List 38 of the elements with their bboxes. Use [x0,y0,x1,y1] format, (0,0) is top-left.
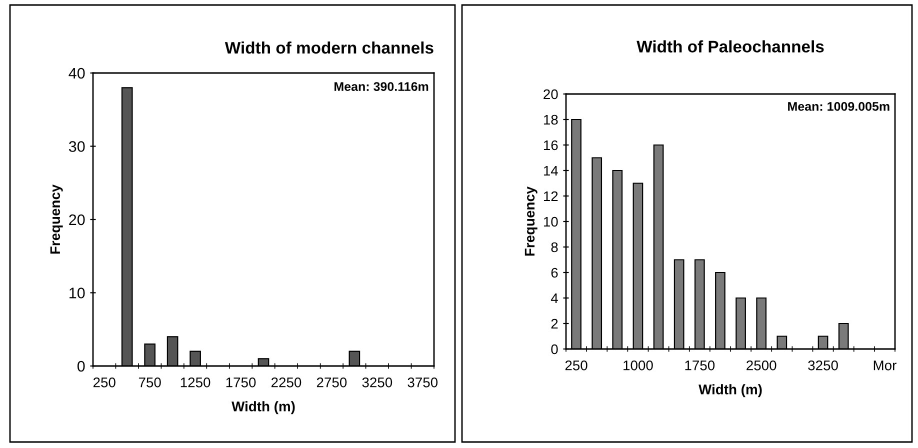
y-tick-label: 16 [544,140,558,150]
y-axis-title: Frequency [50,184,63,254]
y-tick-label: 10 [70,288,85,298]
y-axis-title: Frequency [524,186,538,256]
y-tick-label: 12 [544,191,558,202]
y-tick-label: 30 [68,141,85,152]
x-tick-label: 3250 [808,360,838,370]
x-axis-title: Width (m) [698,384,762,398]
y-tick-label: 0 [551,344,558,354]
x-tick-label: Mor [874,360,896,370]
y-tick-label: 14 [544,166,558,176]
y-tick-label: 40 [68,68,85,79]
y-tick-label: 6 [551,268,558,278]
x-tick-label: 2750 [316,377,347,388]
y-tick-label: 20 [544,89,558,100]
x-tick-label: 3750 [408,377,438,388]
y-tick-label: 18 [544,114,558,125]
x-tick-label: 2500 [746,360,776,370]
x-tick-label: 750 [138,377,161,388]
x-tick-label: 250 [93,377,116,388]
x-tick-label: 3250 [362,377,392,388]
y-tick-label: 20 [69,214,85,226]
x-tick-label: 1250 [180,377,210,388]
x-tick-label: 250 [565,360,588,370]
x-tick-label: 2250 [271,377,302,388]
y-tick-label: 4 [550,293,558,304]
y-tick-label: 10 [544,216,558,227]
annotation: Mean: 390.116m [334,82,428,91]
y-tick-label: 2 [551,318,558,329]
chart-title: Width of modern channels [224,41,434,54]
x-tick-label: 1000 [624,360,653,370]
annotation: Mean: 1009.005m [788,102,890,111]
y-tick-label: 0 [77,360,85,372]
x-tick-label: 1750 [685,360,715,370]
y-tick-label: 8 [551,242,558,252]
chart-title: Width of Paleochannels [636,40,824,52]
x-tick-label: 1750 [226,377,256,388]
x-axis-title: Width (m) [232,401,295,414]
